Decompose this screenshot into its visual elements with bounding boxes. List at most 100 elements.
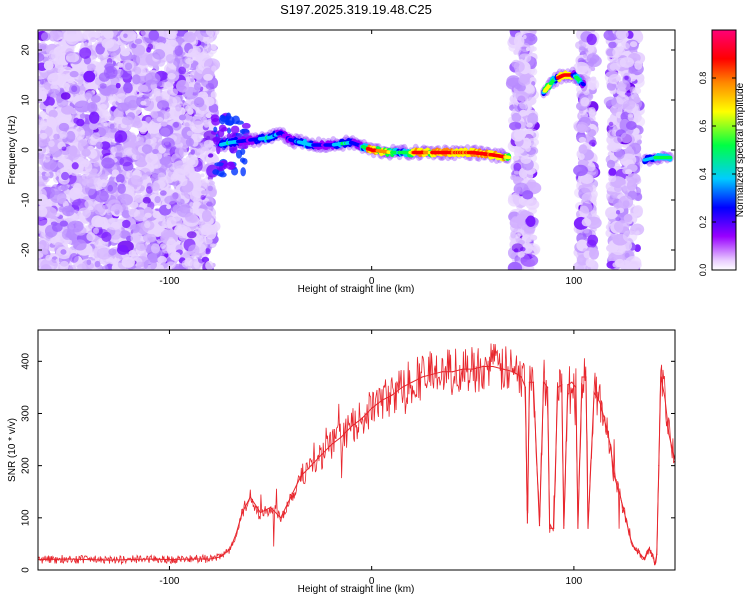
noise-blob xyxy=(164,196,176,205)
noise-blob xyxy=(67,147,80,160)
noise-blob xyxy=(514,61,525,72)
noise-blob xyxy=(44,60,54,70)
noise-blob xyxy=(610,115,617,122)
noise-blob xyxy=(621,43,630,50)
noise-blob xyxy=(185,213,198,223)
noise-blob xyxy=(135,39,142,45)
track-onset-blob xyxy=(214,162,224,166)
noise-blob xyxy=(530,46,537,51)
noise-blob xyxy=(194,82,201,90)
noise-blob xyxy=(615,149,624,159)
noise-blob xyxy=(515,234,520,239)
noise-blob xyxy=(154,196,160,203)
noise-blob xyxy=(200,146,209,156)
noise-blob xyxy=(90,37,96,42)
noise-blob xyxy=(114,145,124,153)
noise-blob xyxy=(522,190,533,199)
noise-blob xyxy=(586,258,596,267)
noise-blob xyxy=(132,74,140,84)
noise-blob xyxy=(508,195,521,207)
noise-blob xyxy=(607,160,615,169)
noise-blob xyxy=(101,232,111,242)
noise-blob xyxy=(126,170,133,178)
noise-blob xyxy=(524,226,535,234)
noise-blob xyxy=(45,173,50,177)
noise-blob xyxy=(73,118,79,124)
track-onset-blob xyxy=(221,127,228,132)
noise-blob xyxy=(117,184,126,194)
noise-blob xyxy=(518,35,522,39)
track-onset-blob xyxy=(226,162,235,170)
noise-blob xyxy=(578,153,584,159)
noise-blob xyxy=(211,66,216,72)
noise-blob xyxy=(39,111,46,118)
noise-blob xyxy=(526,123,533,128)
noise-blob xyxy=(515,122,522,128)
noise-blob xyxy=(102,38,115,48)
noise-blob xyxy=(580,202,593,214)
noise-blob xyxy=(144,72,160,84)
noise-blob xyxy=(122,116,133,125)
noise-blob xyxy=(133,193,144,203)
noise-blob xyxy=(125,63,132,71)
noise-blob xyxy=(206,26,220,37)
noise-blob xyxy=(166,28,177,36)
noise-blob xyxy=(69,265,76,273)
noise-blob xyxy=(514,170,519,174)
noise-blob xyxy=(94,190,109,203)
spectrogram-x-tick-label: 100 xyxy=(566,276,583,287)
noise-blob xyxy=(604,96,617,106)
noise-blob xyxy=(74,100,90,112)
noise-blob xyxy=(137,93,143,97)
noise-blob xyxy=(170,88,178,95)
noise-blob xyxy=(51,184,61,195)
noise-blob xyxy=(87,64,96,71)
noise-blob xyxy=(573,165,588,176)
noise-blob xyxy=(88,137,96,145)
noise-blob xyxy=(117,103,129,112)
noise-blob xyxy=(157,100,169,110)
noise-blob xyxy=(41,32,51,41)
noise-blob xyxy=(73,183,83,194)
noise-blob xyxy=(148,30,159,41)
noise-blob xyxy=(117,245,129,255)
noise-blob xyxy=(104,122,109,126)
noise-blob xyxy=(98,55,104,60)
noise-blob xyxy=(61,92,71,99)
noise-blob xyxy=(149,125,158,133)
noise-blob xyxy=(510,224,519,233)
noise-blob xyxy=(201,190,207,195)
noise-blob xyxy=(513,155,520,160)
noise-blob xyxy=(616,29,629,40)
noise-blob xyxy=(508,262,522,274)
noise-blob xyxy=(88,206,94,210)
noise-blob xyxy=(152,211,160,219)
noise-blob xyxy=(613,136,622,143)
noise-blob xyxy=(136,53,152,66)
noise-blob xyxy=(194,97,204,108)
noise-blob xyxy=(587,34,597,45)
noise-blob xyxy=(119,157,133,167)
noise-blob xyxy=(624,214,633,222)
noise-blob xyxy=(83,71,95,83)
noise-blob xyxy=(84,42,88,46)
noise-blob xyxy=(122,257,135,268)
noise-blob xyxy=(134,67,141,75)
noise-blob xyxy=(626,121,637,130)
noise-blob xyxy=(95,62,102,67)
noise-blob xyxy=(176,225,187,236)
noise-blob xyxy=(587,235,598,246)
noise-blob xyxy=(43,155,50,163)
noise-blob xyxy=(583,228,589,233)
noise-blob xyxy=(206,113,212,118)
noise-blob xyxy=(510,175,516,181)
noise-blob xyxy=(95,261,101,268)
noise-blob xyxy=(621,132,633,143)
noise-blob xyxy=(161,122,168,127)
noise-blob xyxy=(523,178,528,183)
noise-blob xyxy=(157,239,161,244)
noise-blob xyxy=(511,129,525,141)
noise-blob xyxy=(45,255,52,261)
noise-blob xyxy=(612,48,622,58)
